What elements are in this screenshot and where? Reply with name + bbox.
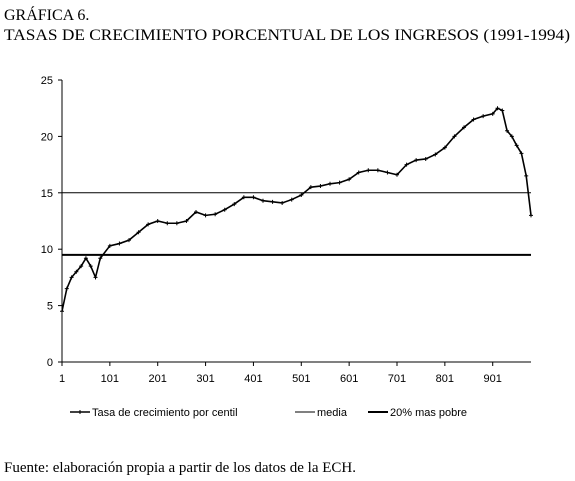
marker: [318, 184, 323, 189]
marker: [452, 134, 457, 139]
x-tick-label: 401: [244, 373, 262, 385]
marker: [232, 202, 237, 207]
marker: [79, 264, 84, 269]
marker: [155, 219, 160, 223]
marker: [347, 177, 352, 182]
marker: [270, 199, 275, 204]
marker: [404, 162, 409, 167]
marker: [69, 275, 74, 280]
marker: [93, 275, 98, 280]
marker: [509, 134, 514, 139]
x-tick-label: 701: [388, 373, 406, 385]
heading: GRÁFICA 6.: [4, 5, 89, 24]
legend-label: Tasa de crecimiento por centil: [92, 407, 238, 419]
marker: [146, 222, 151, 227]
marker: [60, 309, 64, 314]
marker: [127, 238, 131, 243]
marker: [524, 173, 529, 178]
marker: [107, 243, 112, 248]
marker: [462, 125, 466, 130]
legend-label: media: [317, 407, 348, 419]
marker: [203, 213, 208, 218]
y-tick-label: 20: [41, 131, 53, 143]
x-tick-label: 301: [196, 373, 214, 385]
marker: [64, 286, 69, 291]
x-tick-label: 1: [59, 373, 65, 385]
marker: [385, 170, 390, 175]
chart-title: TASAS DE CRECIMIENTO PORCENTUAL DE LOS I…: [4, 27, 570, 44]
marker: [194, 209, 198, 214]
marker: [414, 158, 419, 163]
marker: [299, 193, 304, 198]
marker: [514, 143, 519, 148]
marker: [366, 168, 371, 173]
source: Fuente: elaboración propia a partir de l…: [4, 460, 356, 476]
marker: [471, 117, 476, 122]
marker: [74, 269, 79, 274]
y-tick-label: 25: [41, 75, 53, 87]
marker: [213, 212, 218, 217]
marker: [495, 106, 500, 111]
y-tick-label: 10: [41, 244, 53, 256]
x-tick-label: 901: [484, 373, 502, 385]
marker: [505, 128, 510, 133]
marker: [184, 219, 189, 223]
marker: [136, 230, 141, 235]
marker: [500, 108, 505, 113]
marker: [88, 264, 93, 269]
marker: [98, 256, 103, 261]
marker: [328, 181, 332, 186]
x-tick-label: 601: [340, 373, 358, 385]
x-tick-label: 501: [292, 373, 310, 385]
marker: [481, 114, 486, 119]
marker: [83, 256, 88, 261]
marker: [356, 170, 361, 175]
marker: [251, 195, 256, 200]
x-tick-label: 201: [149, 373, 167, 385]
marker: [117, 241, 122, 246]
marker: [442, 145, 447, 150]
marker: [529, 213, 533, 218]
marker: [490, 111, 495, 116]
marker: [165, 221, 170, 226]
y-tick-label: 15: [41, 188, 53, 200]
legend-label: 20% mas pobre: [390, 407, 467, 419]
marker: [337, 180, 342, 185]
y-tick-label: 5: [47, 301, 53, 313]
marker: [375, 168, 380, 173]
marker: [395, 172, 399, 177]
marker: [174, 221, 179, 226]
marker: [519, 151, 524, 156]
legend-marker: [78, 410, 82, 414]
marker: [280, 200, 285, 205]
marker: [289, 197, 294, 202]
x-tick-label: 101: [101, 373, 119, 385]
y-tick-label: 0: [47, 357, 53, 369]
marker: [241, 195, 246, 200]
marker: [423, 156, 428, 161]
x-tick-label: 801: [436, 373, 454, 385]
marker: [222, 207, 227, 212]
marker: [308, 185, 313, 190]
marker: [261, 198, 265, 203]
marker: [433, 152, 438, 157]
series-line: [61, 107, 532, 312]
